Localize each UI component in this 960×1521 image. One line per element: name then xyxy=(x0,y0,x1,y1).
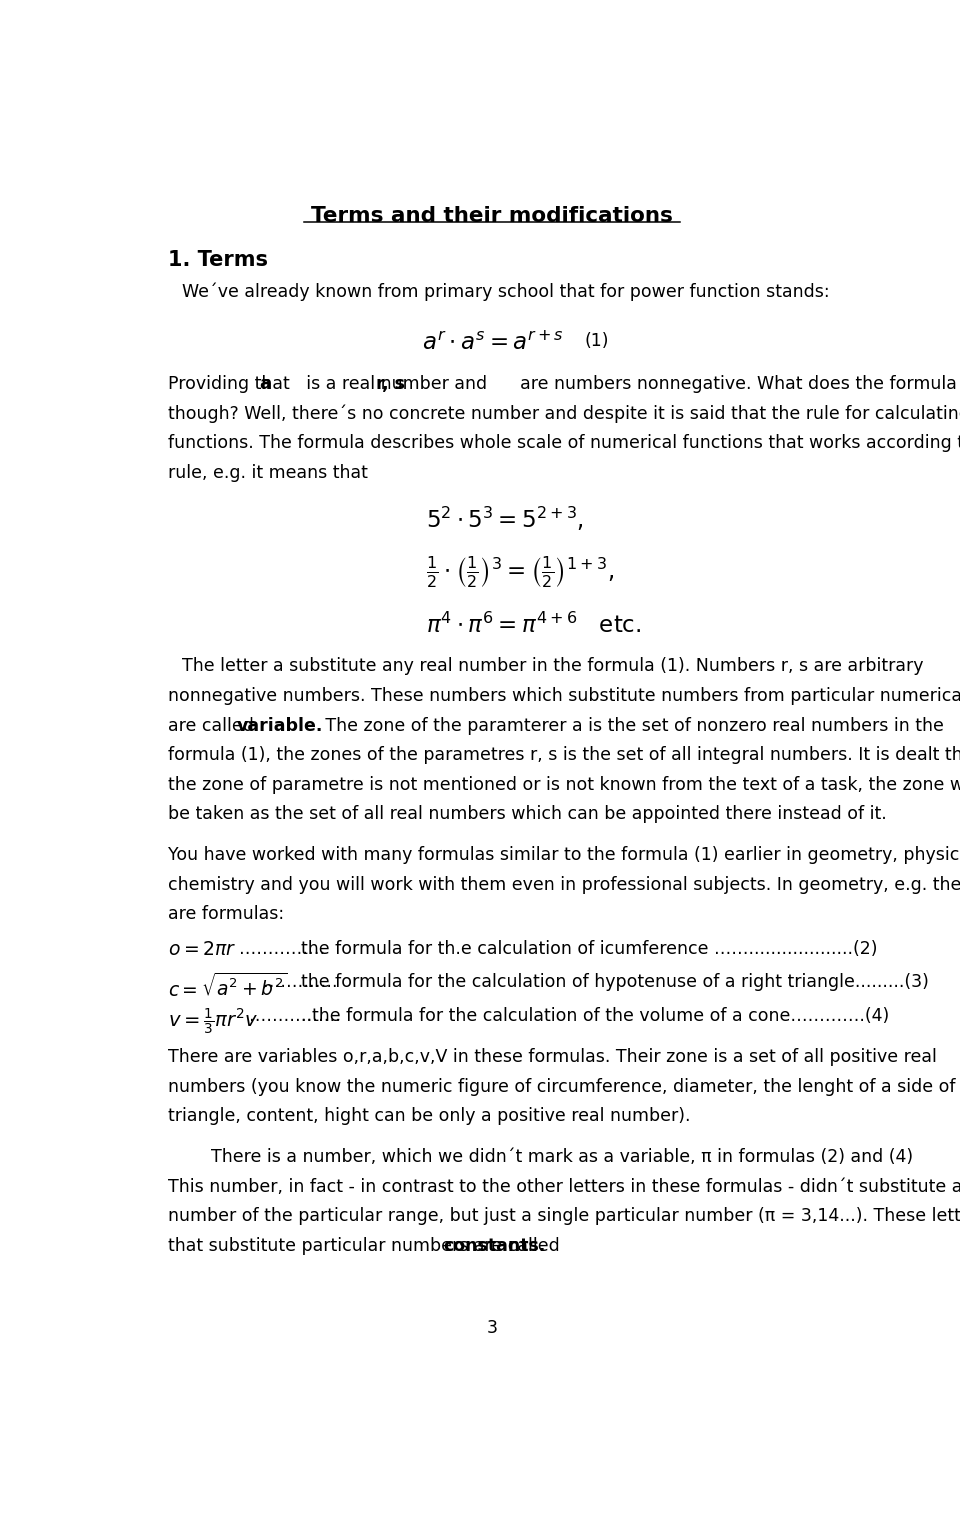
Text: variable.: variable. xyxy=(236,716,323,735)
Text: that substitute particular numbers are called: that substitute particular numbers are c… xyxy=(168,1237,565,1255)
Text: There are variables o,r,a,b,c,v,V in these formulas. Their zone is a set of all : There are variables o,r,a,b,c,v,V in the… xyxy=(168,1048,937,1066)
Text: …………….: ……………. xyxy=(250,1007,341,1025)
Text: r, s: r, s xyxy=(376,374,405,392)
Text: numbers (you know the numeric figure of circumference, diameter, the lenght of a: numbers (you know the numeric figure of … xyxy=(168,1078,960,1095)
Text: $\pi^4 \cdot \pi^6 = \pi^{4+6}$   etc.: $\pi^4 \cdot \pi^6 = \pi^{4+6}$ etc. xyxy=(426,613,641,637)
Text: 3: 3 xyxy=(487,1319,497,1337)
Text: formula (1), the zones of the parametres r, s is the set of all integral numbers: formula (1), the zones of the parametres… xyxy=(168,747,960,764)
Text: are called             The zone of the paramterer a is the set of nonzero real n: are called The zone of the paramterer a … xyxy=(168,716,944,735)
Text: the formula for th.e calculation of icumference ……...................(2): the formula for th.e calculation of icum… xyxy=(301,940,877,958)
Text: be taken as the set of all real numbers which can be appointed there instead of : be taken as the set of all real numbers … xyxy=(168,805,887,823)
Text: (1): (1) xyxy=(585,332,610,350)
Text: 1. Terms: 1. Terms xyxy=(168,251,268,271)
Text: We´ve already known from primary school that for power function stands:: We´ve already known from primary school … xyxy=(182,283,829,301)
Text: Terms and their modifications: Terms and their modifications xyxy=(311,205,673,225)
Text: functions. The formula describes whole scale of numerical functions that works a: functions. The formula describes whole s… xyxy=(168,433,960,452)
Text: This number, in fact - in contrast to the other letters in these formulas - didn: This number, in fact - in contrast to th… xyxy=(168,1177,960,1196)
Text: number of the particular range, but just a single particular number (π = 3,14...: number of the particular range, but just… xyxy=(168,1208,960,1226)
Text: a: a xyxy=(259,374,271,392)
Text: triangle, content, hight can be only a positive real number).: triangle, content, hight can be only a p… xyxy=(168,1107,690,1126)
Text: though? Well, there´s no concrete number and despite it is said that the rule fo: though? Well, there´s no concrete number… xyxy=(168,405,960,423)
Text: ..the formula for the calculation of the volume of a cone………….(4): ..the formula for the calculation of the… xyxy=(301,1007,890,1025)
Text: $5^2 \cdot 5^3 = 5^{2+3},$: $5^2 \cdot 5^3 = 5^{2+3},$ xyxy=(426,505,584,532)
Text: rule, e.g. it means that: rule, e.g. it means that xyxy=(168,464,368,482)
Text: The letter a substitute any real number in the formula (1). Numbers r, s are arb: The letter a substitute any real number … xyxy=(182,657,924,675)
Text: constants.: constants. xyxy=(444,1237,546,1255)
Text: nonnegative numbers. These numbers which substitute numbers from particular nume: nonnegative numbers. These numbers which… xyxy=(168,687,960,704)
Text: $a^r \cdot a^s = a^{r+s}$: $a^r \cdot a^s = a^{r+s}$ xyxy=(422,332,564,356)
Text: ………….: …………. xyxy=(263,972,337,990)
Text: chemistry and you will work with them even in professional subjects. In geometry: chemistry and you will work with them ev… xyxy=(168,876,960,894)
Text: the zone of parametre is not mentioned or is not known from the text of a task, : the zone of parametre is not mentioned o… xyxy=(168,776,960,794)
Text: $c = \sqrt{a^2 + b^2}$: $c = \sqrt{a^2 + b^2}$ xyxy=(168,972,287,1001)
Text: $v = \frac{1}{3}\pi r^2 v$: $v = \frac{1}{3}\pi r^2 v$ xyxy=(168,1007,258,1037)
Text: $\frac{1}{2} \cdot \left(\frac{1}{2}\right)^3 = \left(\frac{1}{2}\right)^{1+3}$,: $\frac{1}{2} \cdot \left(\frac{1}{2}\rig… xyxy=(426,555,614,590)
Text: There is a number, which we didn´t mark as a variable, π in formulas (2) and (4): There is a number, which we didn´t mark … xyxy=(210,1148,913,1167)
Text: Providing that   is a real number and      are numbers nonnegative. What does th: Providing that is a real number and are … xyxy=(168,374,960,392)
Text: $o = 2\pi r$: $o = 2\pi r$ xyxy=(168,940,236,958)
Text: are formulas:: are formulas: xyxy=(168,905,284,923)
Text: the formula for the calculation of hypotenuse of a right triangle.........(3): the formula for the calculation of hypot… xyxy=(301,972,929,990)
Text: ……………: …………… xyxy=(239,940,325,958)
Text: You have worked with many formulas similar to the formula (1) earlier in geometr: You have worked with many formulas simil… xyxy=(168,846,960,864)
